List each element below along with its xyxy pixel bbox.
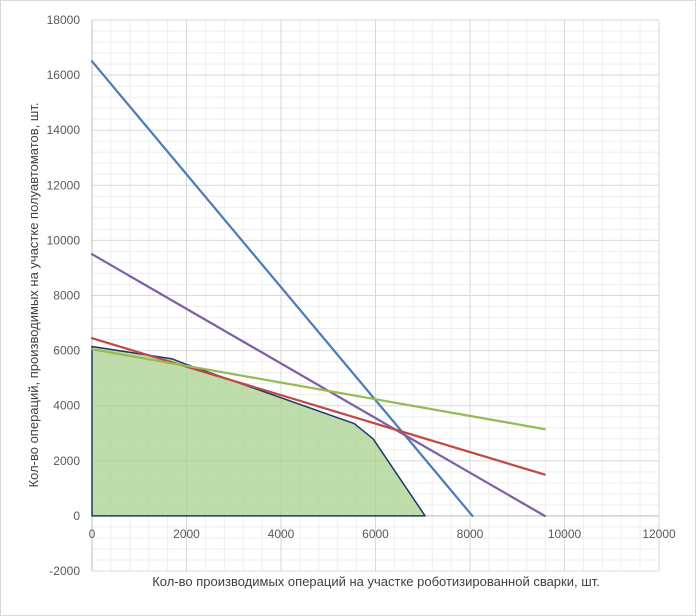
y-tick-label: 4000 (53, 399, 80, 413)
x-axis-tick-labels: 0 2000 4000 6000 8000 10000 12000 (89, 527, 676, 541)
y-tick-label: 0 (73, 509, 80, 523)
series-line-3 (90, 337, 546, 476)
series-line-1 (90, 60, 474, 518)
y-tick-label: 10000 (47, 233, 81, 247)
x-tick-label: 8000 (457, 527, 484, 541)
constraint-lines (90, 60, 546, 518)
series-line-2 (90, 253, 546, 518)
x-tick-label: 2000 (173, 527, 200, 541)
y-tick-label: 14000 (47, 123, 81, 137)
y-tick-label: -2000 (49, 564, 80, 578)
x-tick-label: 10000 (548, 527, 582, 541)
y-tick-label: 2000 (53, 454, 80, 468)
x-tick-label: 6000 (362, 527, 389, 541)
y-axis-tick-labels: -2000 0 2000 4000 6000 8000 10000 12000 14000 160… (47, 13, 81, 578)
y-tick-label: 18000 (47, 13, 81, 27)
x-tick-label: 12000 (642, 527, 676, 541)
feasible-region-polygon (91, 345, 426, 517)
y-tick-label: 16000 (47, 68, 81, 82)
y-tick-label: 8000 (53, 289, 80, 303)
x-tick-label: 0 (89, 527, 96, 541)
y-tick-label: 6000 (53, 344, 80, 358)
feasible-region (91, 345, 426, 517)
y-axis-title: Кол-во операций, производимых на участке… (26, 103, 41, 488)
y-tick-label: 12000 (47, 178, 81, 192)
x-tick-label: 4000 (268, 527, 295, 541)
x-axis-title: Кол-во производимых операций на участке … (152, 574, 600, 589)
series-line-4 (90, 348, 546, 431)
